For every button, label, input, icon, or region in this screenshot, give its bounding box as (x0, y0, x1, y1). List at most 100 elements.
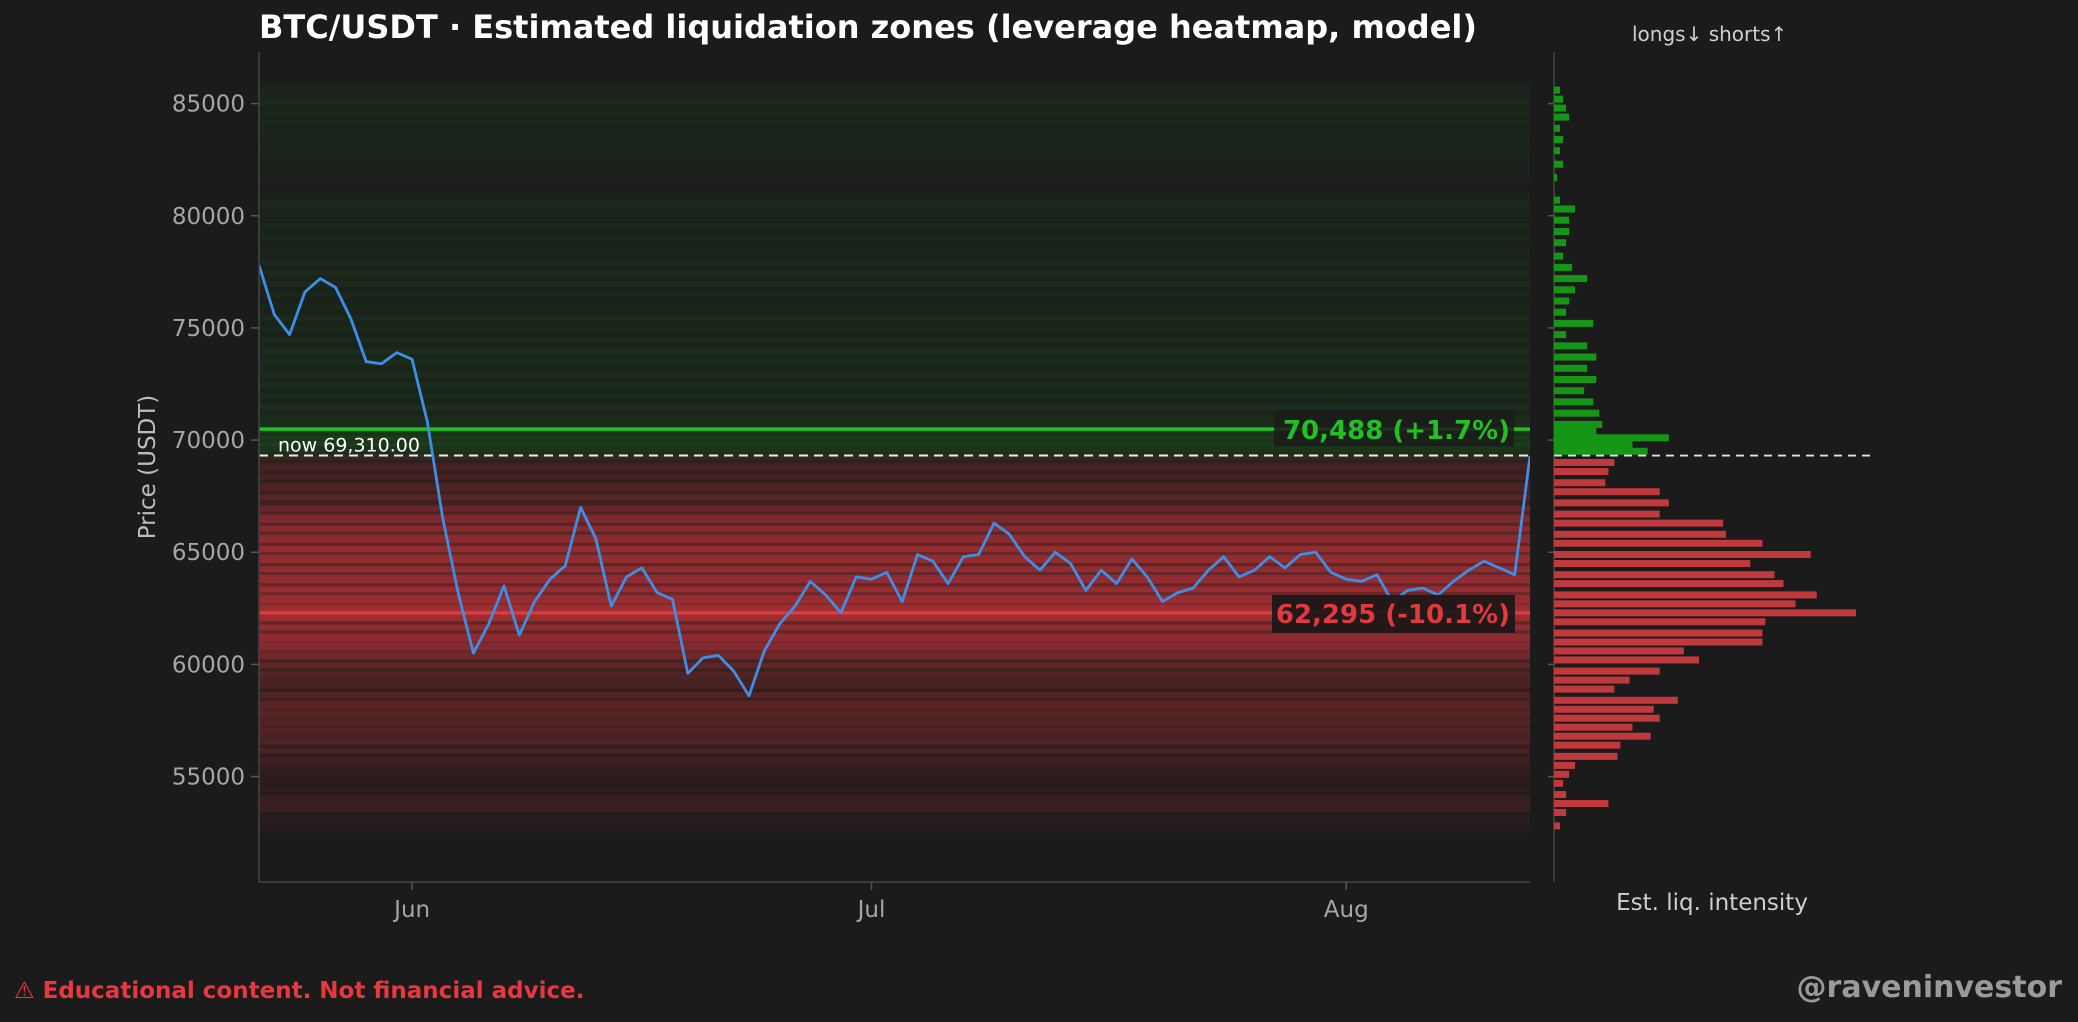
short-liq-bar (1554, 113, 1570, 121)
zone-band (259, 494, 1530, 512)
short-liq-bar (1554, 239, 1567, 247)
long-liq-bar (1554, 676, 1630, 684)
long-liq-bar (1554, 479, 1606, 487)
zone-band (259, 436, 1530, 454)
zone-band (259, 348, 1530, 366)
short-liq-bar (1554, 376, 1597, 383)
short-liq-bar (1554, 174, 1557, 182)
short-liq-bar (1554, 427, 1597, 435)
long-liq-bar (1554, 510, 1660, 518)
zone-band (259, 292, 1530, 310)
short-liq-bar (1554, 228, 1570, 235)
zone-band (259, 211, 1530, 229)
zone-band (259, 786, 1530, 803)
y-tick-label: 70000 (172, 428, 245, 454)
x-tick-label: Aug (1324, 897, 1369, 923)
zone-band (259, 736, 1530, 754)
long-liq-bar (1554, 629, 1763, 637)
long-liq-bar (1554, 791, 1567, 798)
long-liq-bar (1554, 779, 1564, 787)
long-liq-bar (1554, 656, 1699, 664)
long-liq-bar (1554, 714, 1660, 722)
short-liq-bar (1554, 86, 1560, 94)
zone-band (259, 429, 1530, 447)
long-liq-bar (1554, 685, 1615, 693)
long-liq-bar (1554, 519, 1724, 527)
short-liq-bar (1554, 275, 1588, 283)
short-liq-bar (1554, 205, 1576, 213)
zone-band (259, 613, 1530, 631)
liquidation-zone-bands (259, 108, 1530, 835)
long-liq-bar (1554, 667, 1660, 675)
zone-band (259, 642, 1530, 660)
short-liq-bar (1554, 95, 1564, 103)
disclaimer-text: ⚠ Educational content. Not financial adv… (14, 978, 585, 1004)
y-axis-label: Price (USDT) (135, 395, 161, 540)
zone-band (259, 382, 1530, 400)
short-liq-bar (1554, 252, 1564, 260)
chart-title: BTC/USDT · Estimated liquidation zones (… (259, 8, 1477, 46)
zone-band (259, 108, 1530, 126)
zone-band (259, 651, 1530, 669)
short-liq-bar (1554, 420, 1603, 428)
short-liq-bar (1554, 353, 1597, 361)
long-liq-bar (1554, 752, 1618, 760)
short-liq-bar (1554, 297, 1570, 305)
short-liq-bar (1554, 447, 1648, 455)
zone-band (259, 474, 1530, 492)
current-price-label: now 69,310.00 (278, 435, 420, 457)
price-series (259, 264, 1530, 698)
side-histogram (1548, 86, 1870, 830)
zone-band (259, 662, 1530, 680)
short-liq-bar (1554, 331, 1567, 339)
side-x-axis-label: Est. liq. intensity (1616, 890, 1808, 916)
price-line (259, 264, 1530, 698)
short-liq-bar (1554, 308, 1567, 316)
zone-band (259, 281, 1530, 299)
zone-band (259, 393, 1530, 411)
zone-band (259, 709, 1530, 727)
x-tick-labels: Jun Jul Aug (392, 882, 1369, 923)
x-tick-label: Jul (856, 897, 886, 923)
zone-band (259, 727, 1530, 745)
long-liq-bar (1554, 723, 1633, 731)
zone-band (259, 747, 1530, 765)
long-liq-bar (1554, 732, 1651, 740)
long-liq-bar (1554, 696, 1678, 704)
zone-band (259, 546, 1530, 563)
short-level-label: 70,488 (+1.7%) (1283, 416, 1510, 446)
zone-band (259, 270, 1530, 288)
zone-band (259, 223, 1530, 240)
short-level-label-box (1274, 410, 1514, 447)
long-liq-bar (1554, 770, 1570, 778)
zone-band (259, 718, 1530, 736)
long-liq-bar (1554, 488, 1660, 496)
zone-band (259, 371, 1530, 388)
zone-band (259, 200, 1530, 218)
zone-band (259, 756, 1530, 774)
x-tick-label: Jun (392, 897, 430, 923)
long-liq-bar (1554, 618, 1766, 626)
long-liq-bar (1554, 551, 1811, 558)
short-liq-bar (1554, 398, 1594, 406)
zone-band (259, 566, 1530, 584)
short-liq-bar (1554, 387, 1585, 395)
zone-band (259, 463, 1530, 480)
y-tick-label: 80000 (172, 204, 245, 230)
long-liq-bar (1554, 539, 1763, 547)
long-liq-bar (1554, 560, 1751, 567)
short-liq-bar (1554, 124, 1560, 132)
zone-band (259, 314, 1530, 332)
long-level-label-box (1272, 594, 1515, 633)
zone-band (259, 337, 1530, 355)
zone-band (259, 169, 1530, 186)
long-level-label: 62,295 (-10.1%) (1276, 600, 1510, 630)
zone-band (259, 483, 1530, 501)
zone-band (259, 359, 1530, 377)
short-liq-bar (1554, 196, 1560, 204)
y-tick-label: 55000 (172, 765, 245, 791)
short-liq-bar (1554, 286, 1576, 294)
short-liq-bar (1554, 342, 1588, 350)
